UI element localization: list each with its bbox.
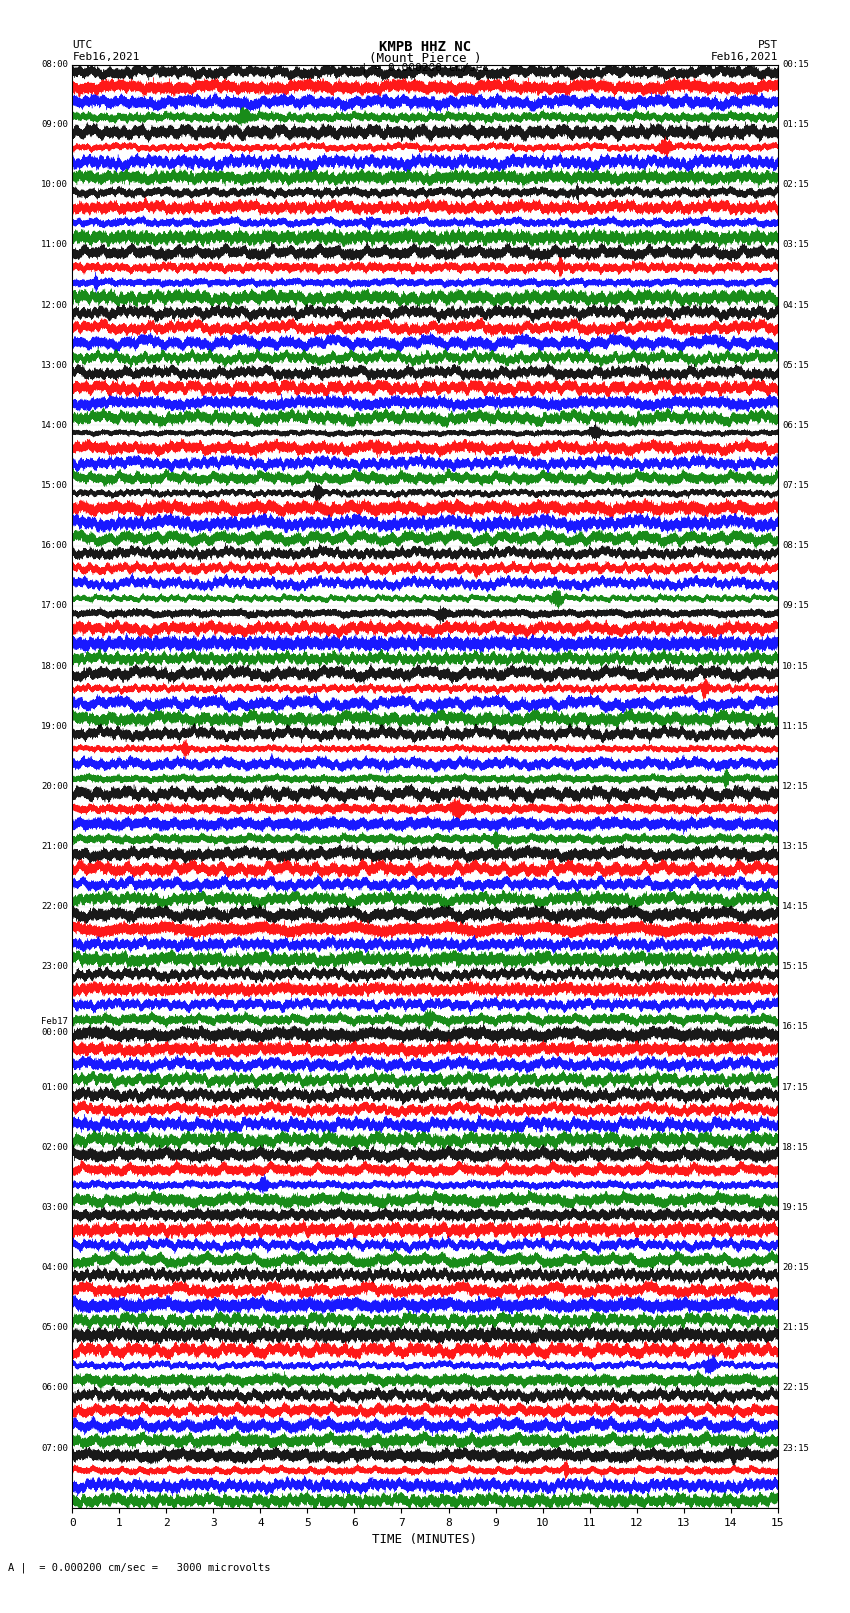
Text: 00:15: 00:15 (782, 60, 809, 69)
Text: 11:15: 11:15 (782, 721, 809, 731)
Text: 21:00: 21:00 (41, 842, 68, 852)
Text: 19:00: 19:00 (41, 721, 68, 731)
Text: 02:00: 02:00 (41, 1142, 68, 1152)
Text: 09:00: 09:00 (41, 121, 68, 129)
Text: 20:00: 20:00 (41, 782, 68, 790)
Text: 07:00: 07:00 (41, 1444, 68, 1452)
Text: 03:00: 03:00 (41, 1203, 68, 1211)
Text: 05:00: 05:00 (41, 1323, 68, 1332)
Text: 08:00: 08:00 (41, 60, 68, 69)
Text: 17:00: 17:00 (41, 602, 68, 610)
Text: 01:15: 01:15 (782, 121, 809, 129)
Text: 19:15: 19:15 (782, 1203, 809, 1211)
Text: 02:15: 02:15 (782, 181, 809, 189)
Text: 03:15: 03:15 (782, 240, 809, 250)
Text: 23:00: 23:00 (41, 963, 68, 971)
Text: 06:15: 06:15 (782, 421, 809, 431)
Text: Feb17
00:00: Feb17 00:00 (41, 1018, 68, 1037)
Text: 14:15: 14:15 (782, 902, 809, 911)
Text: 15:00: 15:00 (41, 481, 68, 490)
Text: 22:00: 22:00 (41, 902, 68, 911)
Text: 09:15: 09:15 (782, 602, 809, 610)
Text: 18:15: 18:15 (782, 1142, 809, 1152)
Text: UTC: UTC (72, 40, 93, 50)
Text: PST: PST (757, 40, 778, 50)
Text: 08:15: 08:15 (782, 542, 809, 550)
Text: 18:00: 18:00 (41, 661, 68, 671)
Text: 11:00: 11:00 (41, 240, 68, 250)
Text: A |  = 0.000200 cm/sec =   3000 microvolts: A | = 0.000200 cm/sec = 3000 microvolts (8, 1561, 271, 1573)
Text: 05:15: 05:15 (782, 361, 809, 369)
Text: 20:15: 20:15 (782, 1263, 809, 1273)
Text: 10:00: 10:00 (41, 181, 68, 189)
Text: 12:15: 12:15 (782, 782, 809, 790)
Text: 07:15: 07:15 (782, 481, 809, 490)
Text: 15:15: 15:15 (782, 963, 809, 971)
Text: | = 0.000200 cm/sec: | = 0.000200 cm/sec (361, 63, 489, 74)
Text: Feb16,2021: Feb16,2021 (711, 52, 778, 61)
Text: 16:15: 16:15 (782, 1023, 809, 1031)
X-axis label: TIME (MINUTES): TIME (MINUTES) (372, 1534, 478, 1547)
Text: 16:00: 16:00 (41, 542, 68, 550)
Text: 23:15: 23:15 (782, 1444, 809, 1452)
Text: 10:15: 10:15 (782, 661, 809, 671)
Text: 13:00: 13:00 (41, 361, 68, 369)
Text: Feb16,2021: Feb16,2021 (72, 52, 139, 61)
Text: 01:00: 01:00 (41, 1082, 68, 1092)
Text: 04:00: 04:00 (41, 1263, 68, 1273)
Text: 22:15: 22:15 (782, 1384, 809, 1392)
Text: 13:15: 13:15 (782, 842, 809, 852)
Text: 21:15: 21:15 (782, 1323, 809, 1332)
Text: KMPB HHZ NC: KMPB HHZ NC (379, 40, 471, 55)
Text: 14:00: 14:00 (41, 421, 68, 431)
Text: 06:00: 06:00 (41, 1384, 68, 1392)
Text: 04:15: 04:15 (782, 300, 809, 310)
Text: (Mount Pierce ): (Mount Pierce ) (369, 52, 481, 65)
Text: 17:15: 17:15 (782, 1082, 809, 1092)
Text: 12:00: 12:00 (41, 300, 68, 310)
